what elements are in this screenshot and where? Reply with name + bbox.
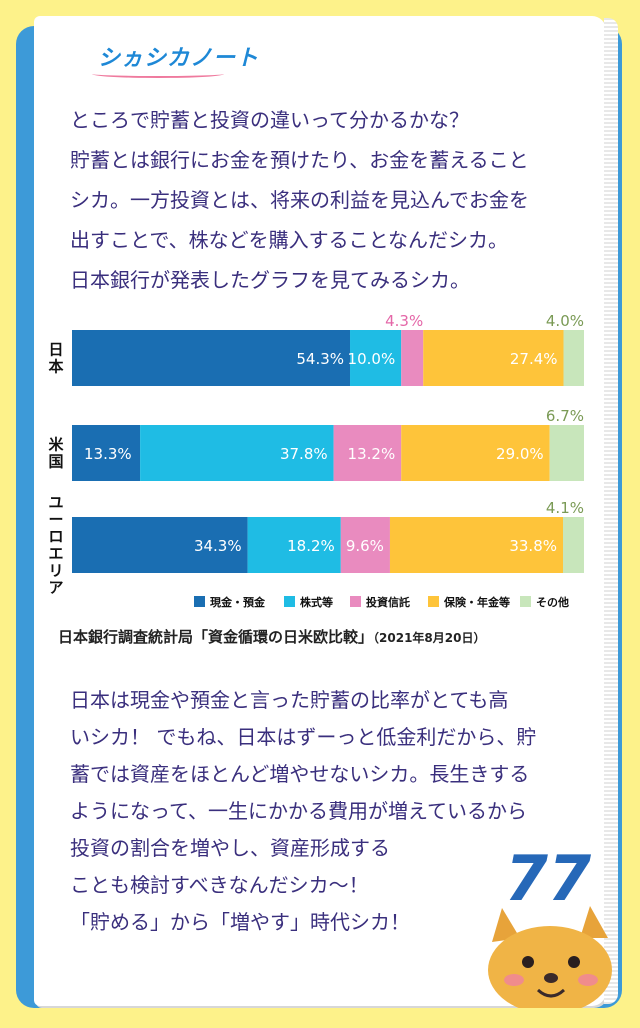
bar-segment — [389, 517, 564, 573]
data-label: 54.3% — [296, 350, 344, 368]
bar-segment — [563, 517, 584, 573]
intro-line: 貯蓄とは銀行にお金を預けたり、お金を蓄えること — [70, 148, 529, 172]
intro-line: シカ。一方投資とは、将来の利益を見込んでお金を — [70, 188, 529, 212]
outro-line: ことも検討すべきなんだシカ〜！ — [70, 873, 369, 897]
outro-line: ようになって、一生にかかる費用が増えているから — [70, 799, 527, 823]
outro-line: 蓄では資産をほとんど増やせないシカ。長生きする — [70, 762, 530, 786]
deer-mascot: 77 — [462, 838, 612, 1014]
chart-svg: 日本 54.3% 10.0% 4.3% 27.4% 4.0% 米国 13.3% 37.8% 13.… — [48, 312, 584, 609]
bar-segment — [563, 330, 584, 386]
bar-segment — [333, 425, 402, 481]
bar-segment — [247, 517, 341, 573]
data-label: 18.2% — [287, 537, 335, 555]
source-main: 日本銀行調査統計局「資金循環の日米欧比較」 — [58, 628, 374, 646]
title-underline — [92, 70, 224, 78]
asset-composition-chart: 日本 54.3% 10.0% 4.3% 27.4% 4.0% 米国 13.3% 37.8% 13.… — [44, 310, 604, 616]
legend-label: 投資信託 — [366, 595, 410, 609]
data-label: 33.8% — [509, 537, 557, 555]
legend-swatch — [520, 596, 531, 607]
note-title: シヵシカノート — [98, 46, 260, 71]
data-label: 6.7% — [546, 407, 584, 425]
data-label: 9.6% — [346, 537, 384, 555]
page-edge — [604, 18, 618, 1004]
intro-line: ところで貯蓄と投資の違いって分かるかな？ — [70, 108, 469, 132]
bar-segment — [140, 425, 334, 481]
outro-line: いシカ！ でもね、日本はずーっと低金利だから、貯 — [70, 725, 537, 749]
page-number: 77 — [505, 842, 592, 915]
legend-swatch — [284, 596, 295, 607]
intro-line: 出すことで、株などを購入することなんだシカ。 — [70, 228, 508, 252]
data-label: 4.0% — [546, 312, 584, 330]
legend-label: 株式等 — [300, 595, 333, 609]
legend-label: 現金・預金 — [210, 595, 266, 609]
data-label: 4.1% — [546, 499, 584, 517]
legend-swatch — [350, 596, 361, 607]
bar-segment — [340, 517, 390, 573]
data-label: 13.3% — [84, 445, 132, 463]
outro-line: 投資の割合を増やし、資産形成する — [70, 836, 390, 860]
bar-segment — [72, 330, 351, 386]
category-label: 米国 — [48, 436, 64, 471]
bar-segment — [549, 425, 584, 481]
outro-line: 日本は現金や預金と言った貯蓄の比率がとても高 — [70, 688, 509, 712]
data-label: 4.3% — [385, 312, 423, 330]
legend-swatch — [428, 596, 439, 607]
category-label: ユーロエリア — [48, 494, 63, 597]
bar-segment — [72, 425, 141, 481]
data-label: 34.3% — [194, 537, 242, 555]
intro-text: ところで貯蓄と投資の違いって分かるかな？ 貯蓄とは銀行にお金を預けたり、お金を蓄… — [70, 100, 590, 300]
bar-segment — [401, 425, 550, 481]
bar-segment — [401, 330, 424, 386]
data-label: 10.0% — [348, 350, 396, 368]
category-label: 日本 — [48, 341, 63, 376]
data-label: 37.8% — [280, 445, 328, 463]
bar-segment — [72, 517, 248, 573]
bar-segment — [350, 330, 402, 386]
outro-text: 日本は現金や預金と言った貯蓄の比率がとても高 いシカ！ でもね、日本はずーっと低… — [70, 682, 590, 941]
legend-label: その他 — [536, 595, 569, 609]
bar-segment — [423, 330, 564, 386]
data-label: 13.2% — [348, 445, 396, 463]
chart-source: 日本銀行調査統計局「資金循環の日米欧比較」（2021年8月20日） — [58, 626, 485, 647]
intro-line: 日本銀行が発表したグラフを見てみるシカ。 — [70, 268, 470, 292]
legend-swatch — [194, 596, 205, 607]
legend-label: 保険・年金等 — [443, 595, 510, 609]
data-label: 29.0% — [496, 445, 544, 463]
source-date: （2021年8月20日） — [373, 631, 486, 645]
outro-line: 「貯める」から「増やす」時代シカ！ — [70, 910, 410, 934]
data-label: 27.4% — [510, 350, 558, 368]
notebook-page — [34, 16, 606, 1006]
